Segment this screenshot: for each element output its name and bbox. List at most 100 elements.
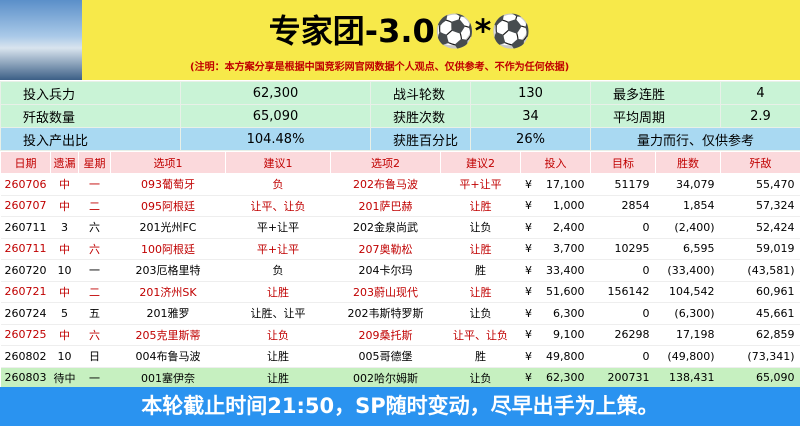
table-cell: 1,000 [536,195,591,217]
table-cell: 10295 [590,238,656,260]
table-cell: 负 [225,259,331,282]
table-cell: 0 [590,259,656,282]
table-cell: 205克里斯蒂 [110,324,226,346]
table-row: 260711 中六 100阿根廷 平+让平 207奥勒松 让胜 ¥3,700 10295 6,5… [0,238,800,260]
summary-value: 2.9 [720,104,800,128]
table-cell: 中 [50,238,79,260]
table-row: 260707 中二 095阿根廷 让平、让负 201萨巴赫 让胜 ¥1,000 2854 1,8… [0,195,800,217]
table-cell: 260720 [0,259,51,282]
table-cell: 6,595 [655,238,721,260]
table-cell: ¥ [520,259,537,282]
table-cell: ¥ [520,367,537,389]
table-cell: 日 [78,345,111,368]
table-cell: 一 [78,173,111,196]
table-cell: 让胜 [225,345,331,368]
table-cell: 260711 [0,216,51,239]
table-cell: 260706 [0,173,51,196]
table-cell: 45,661 [720,302,800,325]
table-cell: (43,581) [720,259,800,282]
table-cell: ¥ [520,216,537,239]
note: (注明：本方案分享是根据中国竞彩网官网数据个人观点、仅供参考、不作为任何依据) [190,62,570,73]
table-cell: 平+让平 [225,216,331,239]
table-cell: 让负 [225,324,331,346]
table-cell: 202韦斯特罗斯 [330,302,441,325]
table-row: 260724 5 五 201雅罗 让胜、让平 202韦斯特罗斯 让负 ¥6,300 0 (6,30… [0,302,800,325]
table-cell: ¥ [520,195,537,217]
column-header: 建议2 [440,151,521,174]
summary-label: 获胜百分比 [370,127,471,151]
table-cell: 让胜 [440,238,521,260]
summary-label: 投入兵力 [0,81,181,105]
table-cell: (6,300) [655,302,721,325]
table-cell: 让胜 [440,281,521,303]
table-cell: 二 [78,281,111,303]
table-row: 260711 3 六 201光州FC 平+让平 202金泉尚武 让负 ¥2,400 0 (2,40… [0,216,800,239]
table-cell: 095阿根廷 [110,195,226,217]
table-cell: 让平、让负 [225,195,331,217]
table-cell: 204卡尔玛 [330,259,441,282]
table-cell: 让平、让负 [440,324,521,346]
table-cell: 202布鲁马波 [330,173,441,196]
table-cell: 260721 [0,281,51,303]
table-cell: 260711 [0,238,51,260]
table-cell: 让负 [440,302,521,325]
table-cell: 201济州SK [110,281,226,303]
summary-value: 62,300 [180,81,371,105]
table-cell: ¥ [520,281,537,303]
table-cell: 一 [78,367,111,389]
table-cell: 让胜 [225,281,331,303]
table-cell: 6,300 [536,302,591,325]
table-cell: ¥ [520,324,537,346]
summary-row: 投入兵力 62,300 战斗轮数 130 最多连胜 4 [0,81,800,105]
table-cell: 260803 [0,367,51,389]
table-row: 260802 10 日 004布鲁马波 让胜 005哥德堡胜 ¥49,800 0 (49,800… [0,345,800,368]
table-cell: 55,470 [720,173,800,196]
table-cell: 260707 [0,195,51,217]
summary-label: 获胜次数 [370,104,471,128]
table-cell: 51179 [590,173,656,196]
table-cell: 62,859 [720,324,800,346]
table-cell: 34,079 [655,173,721,196]
table-cell: 138,431 [655,367,721,389]
table-cell: 60,961 [720,281,800,303]
table-cell: 33,400 [536,259,591,282]
table-cell: 100阿根廷 [110,238,226,260]
column-header: 歼敌 [720,151,800,174]
table-row: 260706 中一 093葡萄牙负 202布鲁马波 平+让平 ¥17,100 51179 34… [0,173,800,196]
summary-value: 65,090 [180,104,371,128]
table-cell: 002哈尔姆斯 [330,367,441,389]
table-cell: 2,400 [536,216,591,239]
table-cell: 200731 [590,367,656,389]
column-header: 选项1 [110,151,226,174]
table-cell: 209桑托斯 [330,324,441,346]
table-cell: (2,400) [655,216,721,239]
table-cell: 待中 [50,367,79,389]
table-cell: 六 [78,216,111,239]
table-cell: 六 [78,238,111,260]
table-cell: 10 [50,259,79,282]
table-cell: 65,090 [720,367,800,389]
table-cell: 二 [78,195,111,217]
summary-row: 投入产出比 104.48% 获胜百分比 26% 量力而行、仅供参考 [0,127,800,151]
table-cell: 49,800 [536,345,591,368]
table-cell: (49,800) [655,345,721,368]
table-cell: 59,019 [720,238,800,260]
bet-table: 日期 遗漏 星期 选项1 建议1 选项2 建议2 投入 目标 胜数 歼敌 260706 中一 093葡萄… [0,151,800,389]
header: 专家团-3.0⚽*⚽ (注明：本方案分享是根据中国竞彩网官网数据个人观点、仅供参… [0,0,800,80]
table-cell: 26298 [590,324,656,346]
table-cell: 胜 [440,345,521,368]
summary-row: 歼敌数量 65,090 获胜次数 34 平均周期 2.9 [0,104,800,128]
table-cell: 五 [78,302,111,325]
table-row: 260720 10 一 203厄格里特负 204卡尔玛胜 ¥33,400 0 (33,400)… [0,259,800,282]
column-header: 胜数 [655,151,721,174]
table-cell: 中 [50,324,79,346]
summary-label: 平均周期 [590,104,721,128]
summary-value: 26% [470,127,591,151]
table-cell: 17,198 [655,324,721,346]
table-cell: 004布鲁马波 [110,345,226,368]
table-cell: 平+让平 [440,173,521,196]
summary-table: 投入兵力 62,300 战斗轮数 130 最多连胜 4 歼敌数量 65,090 获胜次数 34 平均… [0,81,800,151]
table-cell: 260724 [0,302,51,325]
table-cell: 3 [50,216,79,239]
